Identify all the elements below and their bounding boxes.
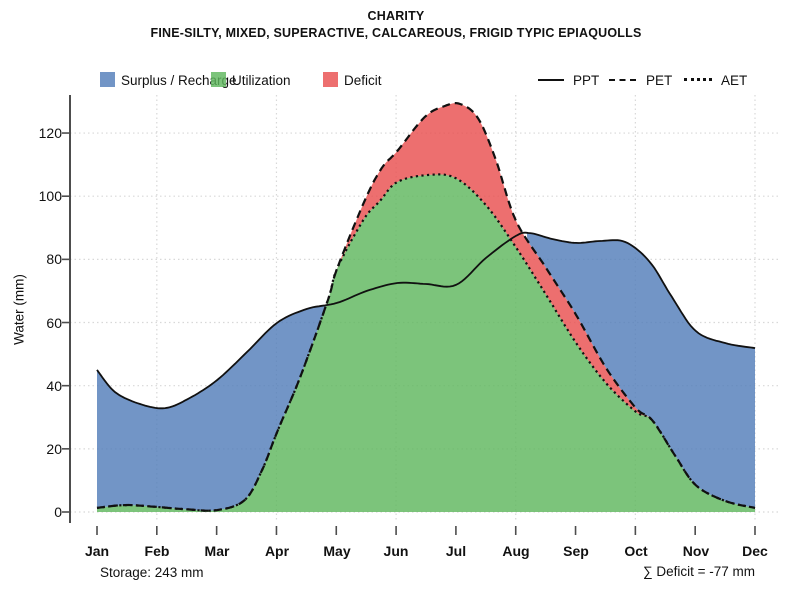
month-sep: Sep xyxy=(563,543,589,559)
ppt-line-sample xyxy=(538,79,564,81)
deficit-area xyxy=(336,103,653,421)
utilization-area xyxy=(97,174,755,512)
ytick-40: 40 xyxy=(46,378,62,394)
x-axis-ticks xyxy=(96,526,756,535)
area-fills xyxy=(97,103,755,512)
chart-title: CHARITY xyxy=(367,9,425,23)
deficit-legend-label: Deficit xyxy=(344,73,382,88)
surplus-swatch xyxy=(100,72,115,87)
aet-line-sample xyxy=(684,78,712,81)
ppt-curve xyxy=(96,231,756,410)
month-oct: Oct xyxy=(624,543,648,559)
month-dec: Dec xyxy=(742,543,768,559)
surplus-area-left xyxy=(97,305,326,511)
ytick-80: 80 xyxy=(46,251,62,267)
month-feb: Feb xyxy=(144,543,170,559)
ytick-0: 0 xyxy=(54,504,62,520)
utilization-legend-label: Utilization xyxy=(232,73,291,88)
month-mar: Mar xyxy=(204,543,230,559)
y-axis-title: Water (mm) xyxy=(11,274,27,345)
ytick-100: 100 xyxy=(38,188,62,204)
chart-subtitle: FINE-SILTY, MIXED, SUPERACTIVE, CALCAREO… xyxy=(150,26,642,40)
month-nov: Nov xyxy=(682,543,710,559)
curves xyxy=(96,102,756,512)
ytick-20: 20 xyxy=(46,441,62,457)
pet-legend-label: PET xyxy=(646,73,673,88)
pet-curve xyxy=(96,102,756,512)
ytick-60: 60 xyxy=(46,315,62,331)
ytick-120: 120 xyxy=(38,125,62,141)
deficit-annotation: ∑ Deficit = -77 mm xyxy=(642,564,755,579)
storage-annotation: Storage: 243 mm xyxy=(100,565,204,580)
surplus-area-right xyxy=(526,232,755,508)
pet-line-sample xyxy=(609,79,636,81)
month-aug: Aug xyxy=(502,543,530,559)
month-may: May xyxy=(323,543,351,559)
aet-legend-label: AET xyxy=(721,73,748,88)
month-apr: Apr xyxy=(264,543,290,559)
month-jul: Jul xyxy=(445,543,467,559)
month-jun: Jun xyxy=(383,543,409,559)
axes xyxy=(62,95,756,535)
deficit-swatch xyxy=(323,72,338,87)
y-axis-ticks xyxy=(62,132,70,513)
utilization-swatch xyxy=(211,72,226,87)
surplus-legend-label: Surplus / Recharge xyxy=(121,73,237,88)
month-jan: Jan xyxy=(84,543,110,559)
ppt-legend-label: PPT xyxy=(573,73,600,88)
